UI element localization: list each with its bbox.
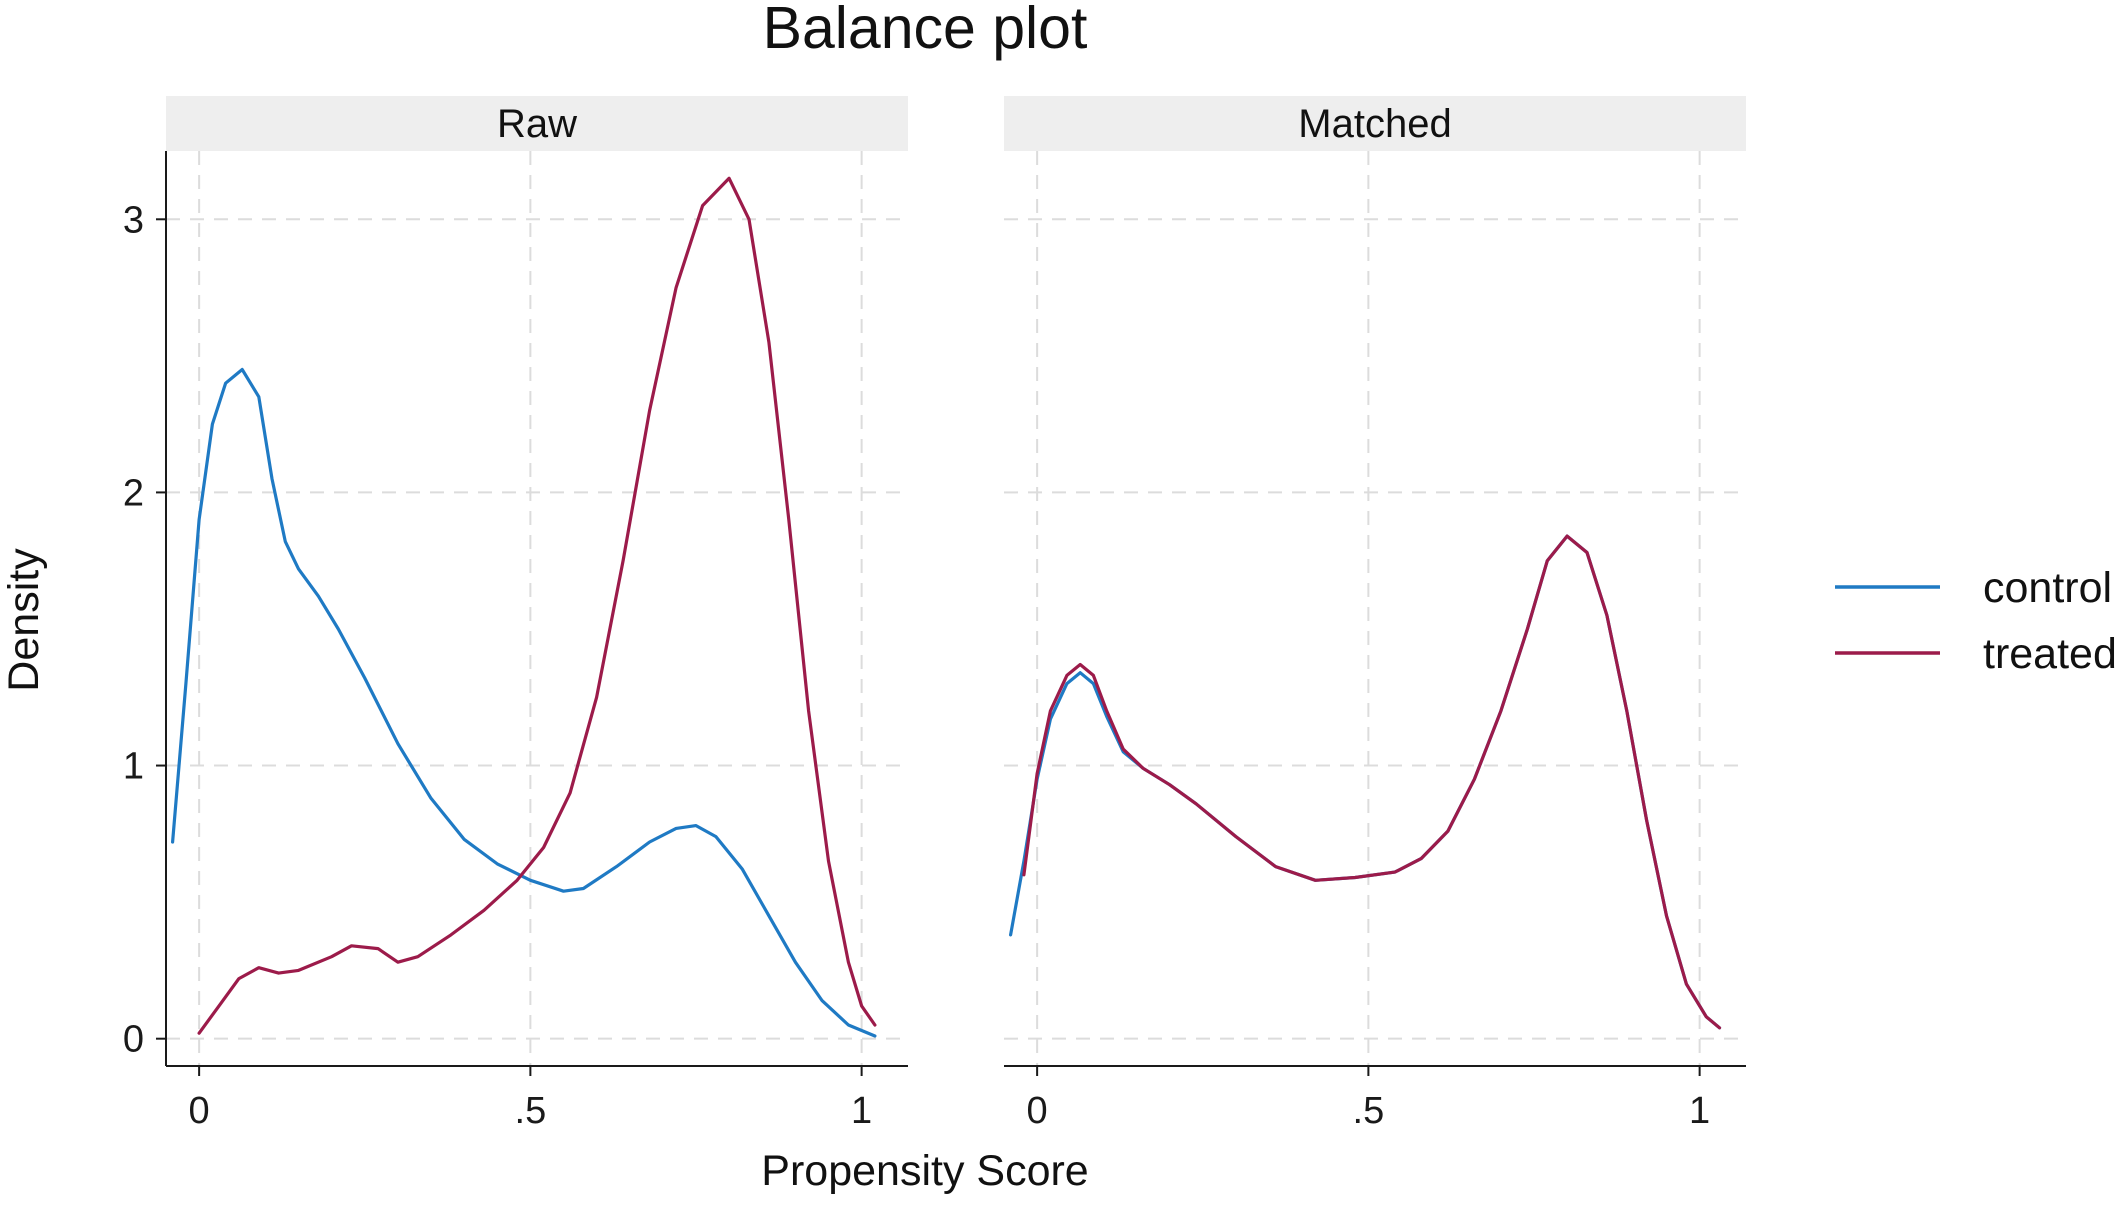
- series-line-treated: [197, 176, 877, 1035]
- legend-label: control: [1983, 564, 2112, 612]
- legend-item-control: control: [1835, 564, 2112, 612]
- legend: control treated: [1835, 564, 2117, 678]
- legend-label: treated: [1983, 630, 2117, 678]
- y-tick-label: 1: [123, 746, 144, 788]
- facet-strip: [1004, 96, 1746, 151]
- panel-raw: Raw 0 .5 1 0 1 2 3: [123, 96, 908, 1132]
- y-axis-title: Density: [0, 548, 48, 692]
- x-tick-label: 0: [189, 1090, 210, 1132]
- x-tick-label: .5: [515, 1090, 547, 1132]
- x-tick-label: 1: [1689, 1090, 1710, 1132]
- facet-panels: Raw 0 .5 1 0 1 2 3 Matched 0 .5 1: [123, 96, 1746, 1132]
- legend-item-treated: treated: [1835, 630, 2117, 678]
- x-tick-label: .5: [1353, 1090, 1385, 1132]
- y-tick-label: 2: [123, 472, 144, 514]
- facet-label: Matched: [1298, 102, 1451, 146]
- series-line-control: [171, 367, 877, 1038]
- panel-matched: Matched 0 .5 1: [1004, 96, 1746, 1132]
- y-tick-label: 0: [123, 1019, 144, 1061]
- facet-strip: [166, 96, 908, 151]
- series-line-treated: [1022, 534, 1722, 1030]
- x-tick-label: 0: [1027, 1090, 1048, 1132]
- facet-label: Raw: [497, 102, 577, 146]
- x-tick-label: 1: [851, 1090, 872, 1132]
- chart-title: Balance plot: [763, 0, 1088, 61]
- series-line-control: [1009, 534, 1722, 1030]
- x-axis-title: Propensity Score: [761, 1147, 1088, 1195]
- y-tick-label: 3: [123, 199, 144, 241]
